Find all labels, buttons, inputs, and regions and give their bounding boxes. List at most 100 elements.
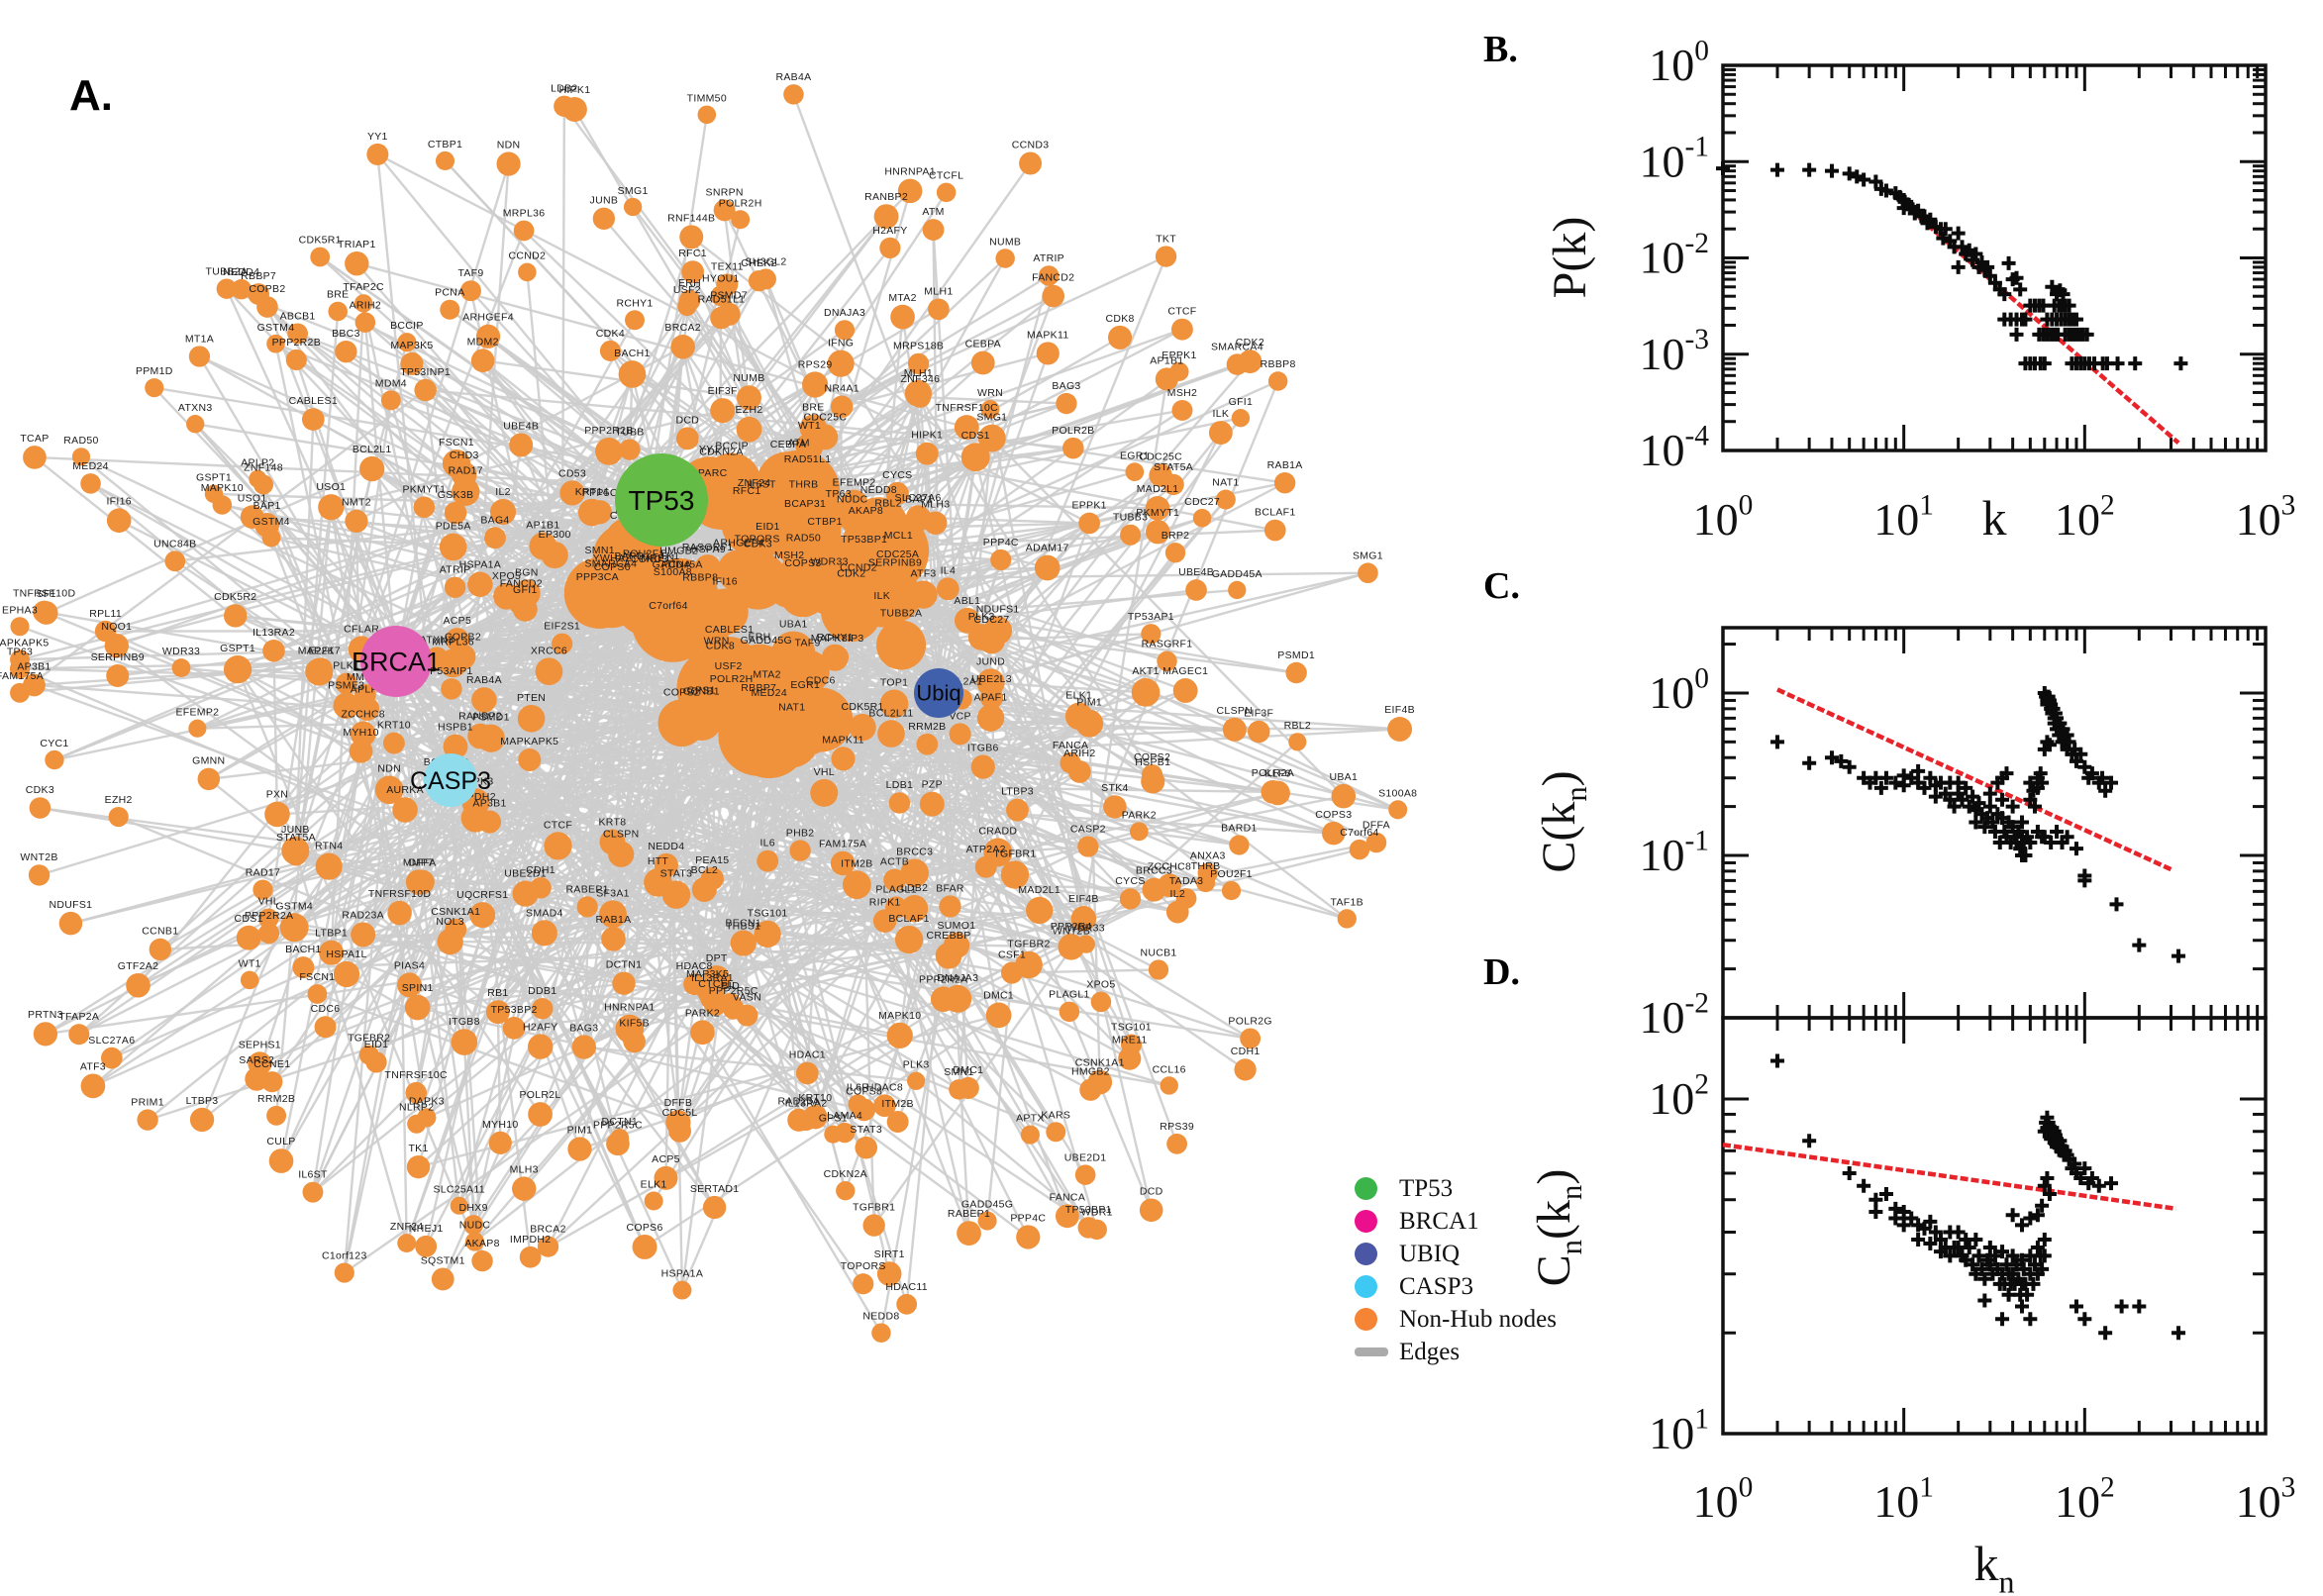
- gene-label: MLH1: [904, 367, 933, 379]
- gene-label: MTA2: [753, 669, 780, 681]
- gene-label: EID1: [756, 521, 780, 533]
- network-node: [285, 349, 307, 371]
- network-node: [397, 333, 417, 352]
- network-node: [872, 909, 897, 933]
- plus-marker: [1842, 1165, 1857, 1180]
- network-node: [512, 1176, 537, 1201]
- network-node: [414, 378, 437, 402]
- network-node: [909, 386, 932, 408]
- gene-label: SMARCA4: [584, 558, 637, 570]
- network-node: [10, 682, 30, 703]
- network-node: [171, 658, 191, 677]
- network-node: [876, 1261, 902, 1286]
- network-node: [571, 1035, 596, 1059]
- network-node: [1185, 579, 1207, 601]
- network-node: [1076, 935, 1095, 953]
- network-node: [599, 340, 621, 361]
- network-node: [440, 299, 460, 320]
- network-node: [358, 1045, 379, 1065]
- network-node: [451, 461, 477, 488]
- network-node: [916, 733, 939, 755]
- tick-labels: 100 101 102 103 100 10-1 10-2 10-3 10-4: [1639, 35, 2295, 545]
- network-node: [1000, 860, 1030, 889]
- network-node: [632, 1234, 657, 1259]
- network-node: [862, 1214, 885, 1237]
- plus-marker: [2132, 938, 2147, 952]
- gene-label: AP3B1: [472, 797, 506, 809]
- network-node: [126, 972, 151, 998]
- network-node: [328, 301, 348, 322]
- network-node: [527, 1034, 554, 1059]
- gene-label: WT1: [798, 420, 821, 432]
- network-node: [773, 691, 838, 756]
- network-node: [80, 1073, 106, 1099]
- network-node: [577, 498, 606, 527]
- network-node: [261, 528, 281, 548]
- network-node: [10, 649, 30, 670]
- legend-item-casp3: CASP3: [1355, 1270, 1557, 1303]
- network-node: [610, 1129, 630, 1147]
- network-node: [314, 1016, 337, 1039]
- gene-label: NAT1: [778, 702, 805, 714]
- network-node: [974, 855, 997, 878]
- network-node: [444, 501, 467, 525]
- legend-label: CASP3: [1399, 1272, 1474, 1300]
- network-node: [1075, 709, 1104, 738]
- plus-marker: [2005, 1208, 2020, 1223]
- network-node: [197, 767, 221, 791]
- gene-label: PCNA: [661, 558, 691, 570]
- network-node: [810, 778, 839, 807]
- network-node: [694, 556, 723, 584]
- network-node: [928, 298, 950, 321]
- network-node: [406, 1154, 431, 1179]
- gene-label: HDAC8: [676, 960, 713, 972]
- gene-label: C7orf64: [649, 600, 687, 612]
- network-node: [23, 446, 47, 469]
- plus-marker: [2128, 356, 2143, 371]
- network-node: [1139, 1198, 1163, 1223]
- gene-label: DMC1: [983, 989, 1014, 1001]
- network-node: [1141, 624, 1162, 645]
- gene-label: TK1: [659, 550, 679, 562]
- network-node: [1061, 437, 1084, 459]
- network-node: [397, 1234, 417, 1253]
- plus-marker: [2030, 1240, 2045, 1254]
- network-node: [710, 285, 732, 307]
- network-node: [310, 657, 333, 681]
- gene-label: PPP2R2A: [919, 973, 967, 985]
- network-node: [464, 1232, 485, 1251]
- legend-label: Non-Hub nodes: [1399, 1305, 1558, 1333]
- plus-marker: [1857, 1178, 1871, 1193]
- svg-text:10-1: 10-1: [1639, 132, 1709, 187]
- network-node: [58, 911, 83, 936]
- network-node: [697, 105, 717, 125]
- network-node: [831, 747, 856, 771]
- network-node: [374, 775, 404, 805]
- gene-label: AP1B1: [526, 520, 559, 532]
- network-node: [33, 1022, 58, 1047]
- plus-marker: [1769, 735, 1784, 749]
- gene-label: CLSPN: [603, 829, 640, 841]
- network-node: [970, 754, 995, 779]
- network-node: [750, 491, 773, 515]
- network-node: [1215, 489, 1236, 510]
- network-node: [690, 1020, 715, 1046]
- network-node: [489, 499, 517, 526]
- plus-marker: [1769, 1053, 1784, 1068]
- gene-label: RBBP7: [741, 682, 776, 694]
- plus-marker: [2069, 842, 2083, 856]
- plus-marker: [1802, 162, 1817, 177]
- network-node: [949, 723, 971, 746]
- gene-label: COPS3: [784, 557, 821, 569]
- gene-label: GPS1: [687, 685, 716, 697]
- plus-marker: [1982, 786, 1997, 801]
- network-node: [1120, 1034, 1143, 1055]
- network-node: [397, 972, 422, 998]
- network-node: [1331, 783, 1357, 809]
- network-node: [1229, 835, 1250, 855]
- network-node: [654, 1165, 678, 1190]
- plus-marker: [2009, 327, 2024, 342]
- network-node: [1148, 959, 1169, 980]
- network-node: [351, 922, 376, 948]
- network-node: [333, 692, 359, 720]
